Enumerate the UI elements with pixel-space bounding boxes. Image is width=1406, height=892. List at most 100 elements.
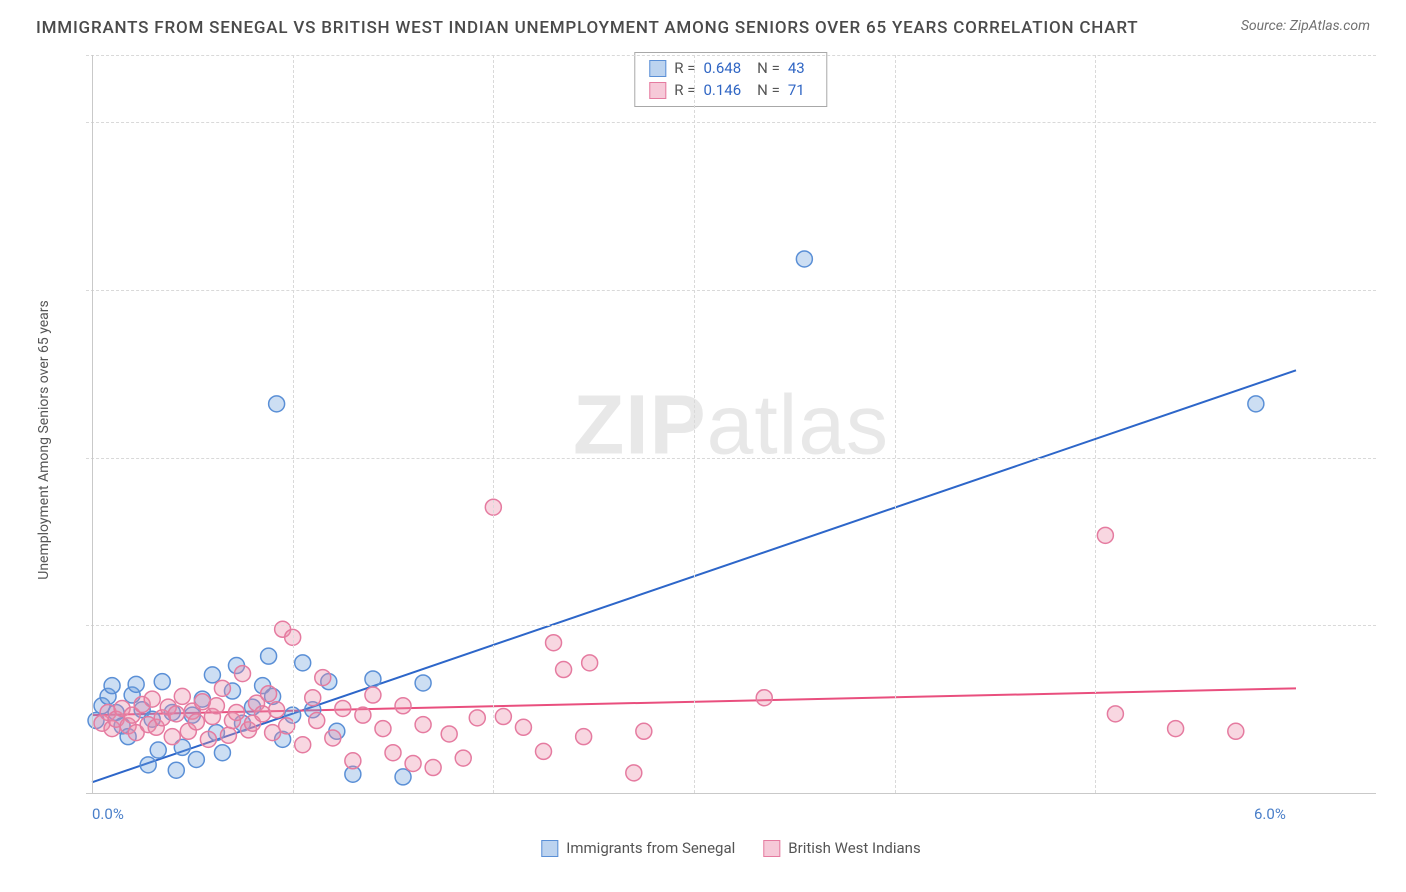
chart-container: Unemployment Among Seniors over 65 years…: [56, 55, 1376, 825]
legend-r-label: R =: [674, 57, 695, 79]
data-point-bwi: [1168, 721, 1184, 737]
chart-title: IMMIGRANTS FROM SENEGAL VS BRITISH WEST …: [36, 18, 1138, 38]
data-point-bwi: [355, 707, 371, 723]
data-point-bwi: [295, 737, 311, 753]
data-point-senegal: [154, 674, 170, 690]
data-point-bwi: [305, 690, 321, 706]
data-point-senegal: [1248, 396, 1264, 412]
legend-r-value: 0.648: [703, 57, 741, 79]
grid-line: [895, 55, 896, 793]
legend-swatch-senegal: [649, 60, 666, 77]
data-point-bwi: [365, 687, 381, 703]
data-point-bwi: [214, 680, 230, 696]
data-point-bwi: [309, 713, 325, 729]
x-axis: [86, 793, 1376, 794]
scatter-svg: [86, 55, 1376, 825]
legend-r-label: R =: [674, 79, 695, 101]
data-point-bwi: [164, 729, 180, 745]
grid-line: [86, 55, 1376, 56]
legend-n-label: N =: [757, 79, 780, 101]
data-point-senegal: [269, 396, 285, 412]
data-point-bwi: [536, 743, 552, 759]
data-point-bwi: [515, 719, 531, 735]
grid-line: [86, 458, 1376, 459]
series-label: British West Indians: [788, 839, 920, 857]
legend-r-value: 0.146: [703, 79, 741, 101]
series-legend-item: British West Indians: [763, 839, 920, 857]
data-point-bwi: [556, 662, 572, 678]
data-point-bwi: [144, 691, 160, 707]
legend-row-bwi: R = 0.146 N = 71: [649, 79, 812, 101]
legend-swatch-senegal: [541, 840, 558, 857]
data-point-bwi: [582, 655, 598, 671]
data-point-bwi: [200, 731, 216, 747]
data-point-bwi: [469, 710, 485, 726]
data-point-bwi: [385, 745, 401, 761]
data-point-bwi: [168, 706, 184, 722]
legend-swatch-bwi: [763, 840, 780, 857]
data-point-bwi: [495, 709, 511, 725]
data-point-bwi: [335, 700, 351, 716]
series-label: Immigrants from Senegal: [566, 839, 735, 857]
data-point-bwi: [315, 670, 331, 686]
data-point-senegal: [365, 671, 381, 687]
grid-line: [493, 55, 494, 793]
data-point-bwi: [261, 686, 277, 702]
data-point-bwi: [756, 690, 772, 706]
data-point-bwi: [220, 727, 236, 743]
data-point-senegal: [140, 757, 156, 773]
data-point-senegal: [168, 762, 184, 778]
data-point-bwi: [345, 753, 361, 769]
data-point-senegal: [104, 678, 120, 694]
data-point-senegal: [395, 769, 411, 785]
data-point-bwi: [1097, 527, 1113, 543]
data-point-bwi: [441, 726, 457, 742]
series-legend: Immigrants from Senegal British West Ind…: [541, 839, 920, 857]
source-attribution: Source: ZipAtlas.com: [1241, 18, 1370, 34]
data-point-bwi: [626, 765, 642, 781]
data-point-bwi: [455, 750, 471, 766]
data-point-bwi: [208, 698, 224, 714]
data-point-bwi: [325, 730, 341, 746]
data-point-bwi: [1228, 723, 1244, 739]
data-point-bwi: [235, 666, 251, 682]
legend-row-senegal: R = 0.648 N = 43: [649, 57, 812, 79]
data-point-bwi: [415, 717, 431, 733]
data-point-senegal: [214, 745, 230, 761]
data-point-bwi: [395, 698, 411, 714]
data-point-bwi: [228, 704, 244, 720]
data-point-senegal: [128, 676, 144, 692]
data-point-senegal: [415, 675, 431, 691]
data-point-senegal: [796, 251, 812, 267]
y-axis-label: Unemployment Among Seniors over 65 years: [36, 300, 52, 580]
data-point-senegal: [295, 655, 311, 671]
legend-n-label: N =: [757, 57, 780, 79]
data-point-bwi: [636, 723, 652, 739]
grid-line: [86, 290, 1376, 291]
series-legend-item: Immigrants from Senegal: [541, 839, 735, 857]
data-point-senegal: [188, 751, 204, 767]
grid-line: [694, 55, 695, 793]
data-point-bwi: [576, 729, 592, 745]
data-point-bwi: [405, 755, 421, 771]
y-axis: [92, 55, 93, 793]
data-point-senegal: [150, 742, 166, 758]
data-point-bwi: [269, 702, 285, 718]
grid-line: [86, 625, 1376, 626]
grid-line: [86, 122, 1376, 123]
data-point-bwi: [174, 688, 190, 704]
data-point-senegal: [204, 667, 220, 683]
data-point-bwi: [425, 760, 441, 776]
legend-n-value: 71: [788, 79, 805, 101]
data-point-bwi: [375, 721, 391, 737]
x-tick-label: 0.0%: [92, 805, 124, 829]
correlation-legend: R = 0.648 N = 43 R = 0.146 N = 71: [634, 52, 827, 107]
grid-line: [293, 55, 294, 793]
data-point-senegal: [261, 648, 277, 664]
data-point-bwi: [188, 714, 204, 730]
data-point-bwi: [1107, 706, 1123, 722]
legend-swatch-bwi: [649, 82, 666, 99]
legend-n-value: 43: [788, 57, 805, 79]
plot-area: ZIPatlas R = 0.648 N = 43 R = 0.146 N = …: [86, 55, 1376, 825]
grid-line: [1095, 55, 1096, 793]
